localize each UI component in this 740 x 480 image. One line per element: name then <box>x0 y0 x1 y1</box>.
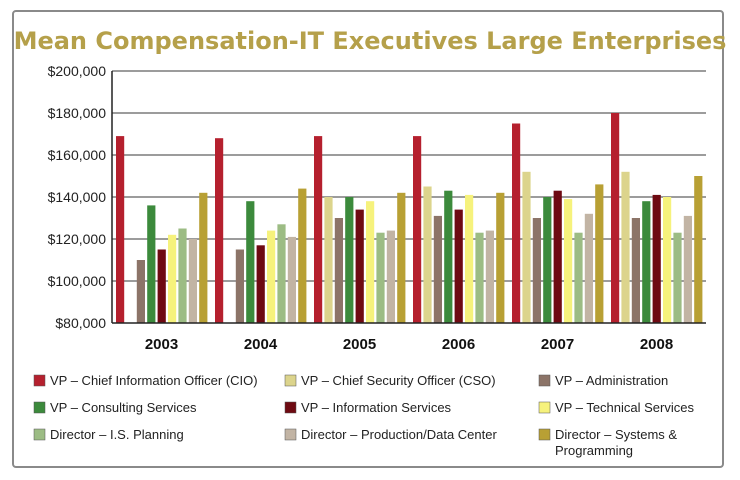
y-tick-label: $160,000 <box>48 147 107 163</box>
legend-label: VP – Consulting Services <box>50 400 197 415</box>
legend-label: Director – Production/Data Center <box>301 427 497 442</box>
bar <box>553 190 562 323</box>
bar <box>168 234 177 323</box>
bar <box>444 190 453 323</box>
y-axis-ticks: $80,000 $100,000 $120,000 $140,000 $160,000 $… <box>48 63 107 331</box>
bar <box>631 218 640 323</box>
bar <box>694 176 703 323</box>
legend-label: Director – I.S. Planning <box>50 427 184 442</box>
bar <box>267 230 276 323</box>
chart-title: Mean Compensation-IT Executives Large En… <box>14 27 727 55</box>
bar <box>433 215 442 323</box>
bar <box>621 171 630 323</box>
bar <box>199 192 208 323</box>
bars <box>116 113 703 323</box>
bar <box>345 197 354 323</box>
y-tick-label: $140,000 <box>48 189 107 205</box>
axes <box>111 71 706 324</box>
y-tick-label: $80,000 <box>55 315 106 331</box>
bar <box>584 213 593 323</box>
x-tick-label: 2003 <box>145 336 178 353</box>
legend-swatch <box>284 374 297 387</box>
bar <box>475 232 484 323</box>
bar <box>512 123 521 323</box>
bar <box>136 260 145 323</box>
legend-label: VP – Chief Information Officer (CIO) <box>50 373 258 388</box>
bar <box>564 199 573 323</box>
bar <box>522 171 531 323</box>
bar <box>314 136 323 323</box>
legend-swatch <box>538 374 551 387</box>
bar <box>366 201 375 323</box>
bar <box>397 192 406 323</box>
bar <box>355 209 364 323</box>
y-tick-label: $100,000 <box>48 273 107 289</box>
legend-label: VP – Chief Security Officer (CSO) <box>301 373 496 388</box>
bar <box>277 224 286 323</box>
bar <box>611 113 620 323</box>
legend: VP – Chief Information Officer (CIO) VP –… <box>33 373 694 458</box>
bar <box>532 218 541 323</box>
legend-label: Director – Systems & <box>555 427 677 442</box>
bar <box>334 218 343 323</box>
legend-label: VP – Technical Services <box>555 400 694 415</box>
bar <box>465 194 474 323</box>
y-tick-label: $200,000 <box>48 63 107 79</box>
y-tick-label: $120,000 <box>48 231 107 247</box>
bar <box>413 136 422 323</box>
bar <box>386 230 395 323</box>
x-tick-label: 2006 <box>442 336 475 353</box>
legend-swatch <box>33 428 46 441</box>
bar <box>287 236 296 323</box>
legend-label: VP – Administration <box>555 373 668 388</box>
bar <box>673 232 682 323</box>
bar <box>235 249 244 323</box>
bar <box>454 209 463 323</box>
legend-swatch <box>284 401 297 414</box>
bar <box>178 228 187 323</box>
bar <box>324 197 333 323</box>
legend-swatch <box>284 428 297 441</box>
bar <box>595 184 604 323</box>
bar <box>116 136 125 323</box>
bar <box>215 138 224 323</box>
bar <box>574 232 583 323</box>
legend-label: Programming <box>555 443 633 458</box>
bar <box>496 192 505 323</box>
bar <box>188 239 197 323</box>
bar <box>642 201 651 323</box>
x-tick-label: 2007 <box>541 336 574 353</box>
x-tick-label: 2008 <box>640 336 673 353</box>
bar <box>543 197 552 323</box>
y-tick-label: $180,000 <box>48 105 107 121</box>
legend-swatch <box>538 428 551 441</box>
bar <box>652 194 661 323</box>
bar <box>663 197 672 323</box>
bar <box>683 215 692 323</box>
x-axis-labels: 2003 2004 2005 2006 2007 2008 <box>145 336 673 353</box>
bar <box>298 188 307 323</box>
bar <box>147 205 156 323</box>
x-tick-label: 2005 <box>343 336 376 353</box>
legend-label: VP – Information Services <box>301 400 452 415</box>
x-tick-label: 2004 <box>244 336 278 353</box>
bar <box>423 186 432 323</box>
bar <box>376 232 385 323</box>
legend-swatch <box>33 401 46 414</box>
legend-swatch <box>538 401 551 414</box>
bar <box>485 230 494 323</box>
bar <box>157 249 166 323</box>
legend-swatch <box>33 374 46 387</box>
bar <box>246 201 255 323</box>
bar <box>256 245 265 323</box>
